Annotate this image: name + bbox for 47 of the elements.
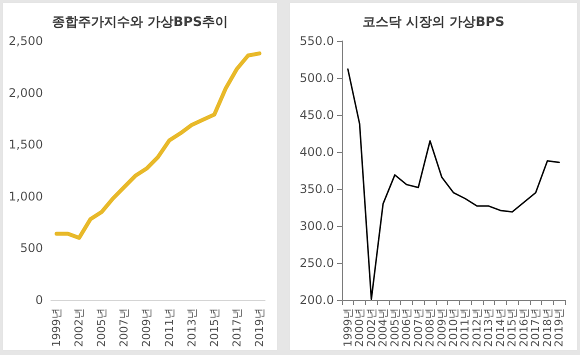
y-tick-label: 2,000 bbox=[8, 86, 43, 100]
x-tick-label: 2010년 bbox=[447, 308, 460, 347]
x-tick-label: 2014년 bbox=[494, 308, 507, 347]
y-tick-label: 200.0 bbox=[300, 293, 334, 307]
x-tick-label: 2009년 bbox=[140, 308, 154, 347]
x-tick-label: 2012년 bbox=[470, 308, 484, 347]
x-tick-label: 2019년 bbox=[552, 308, 566, 347]
x-tick-label: 2015년 bbox=[208, 308, 221, 347]
x-tick-label: 2002년 bbox=[364, 308, 378, 347]
x-tick-label: 2015년 bbox=[506, 308, 519, 347]
y-tick-label: 450.0 bbox=[300, 108, 334, 122]
y-tick-label: 2,500 bbox=[8, 34, 43, 48]
x-tick-label: 2009년 bbox=[435, 308, 448, 347]
y-tick-label: 550.0 bbox=[300, 34, 334, 48]
y-tick-label: 500 bbox=[20, 241, 43, 256]
x-tick-label: 2002년 bbox=[72, 308, 86, 347]
line-series bbox=[54, 51, 262, 240]
chart-title: 종합주가지수와 가상BPS추이 bbox=[52, 15, 228, 30]
x-tick-label: 2006년 bbox=[400, 308, 414, 347]
x-tick-label: 2013년 bbox=[185, 308, 198, 347]
y-tick-label: 300.0 bbox=[300, 219, 334, 233]
x-tick-label: 2016년 bbox=[517, 308, 530, 347]
x-tick-label: 2017년 bbox=[230, 308, 244, 347]
chart-title: 코스닥 시장의 가상BPS bbox=[362, 15, 504, 30]
x-tick-label: 2005년 bbox=[388, 308, 402, 347]
y-tick-label: 500.0 bbox=[300, 71, 334, 85]
x-tick-label: 2013년 bbox=[482, 308, 496, 347]
x-tick-label: 2000년 bbox=[353, 308, 366, 347]
y-tick-label: 0 bbox=[35, 293, 43, 307]
x-tick-label: 1999년 bbox=[341, 308, 354, 347]
y-tick-label: 1,000 bbox=[8, 189, 43, 204]
x-tick-label: 2011년 bbox=[458, 308, 472, 347]
x-tick-label: 2005년 bbox=[95, 308, 108, 347]
y-tick-label: 1,500 bbox=[8, 138, 43, 152]
line-series bbox=[347, 68, 560, 300]
x-tick-label: 1999년 bbox=[50, 308, 64, 347]
x-tick-label: 2018년 bbox=[540, 308, 554, 347]
x-tick-label: 2004년 bbox=[376, 308, 390, 347]
x-tick-label: 2017년 bbox=[529, 308, 542, 347]
y-tick-label: 400.0 bbox=[300, 145, 334, 159]
y-tick-label: 350.0 bbox=[300, 182, 334, 196]
x-tick-label: 2019년 bbox=[252, 308, 266, 347]
x-tick-label: 2008년 bbox=[424, 308, 437, 347]
x-tick-label: 2007년 bbox=[412, 308, 425, 347]
y-tick-label: 250.0 bbox=[300, 256, 334, 270]
x-tick-label: 2011년 bbox=[162, 308, 176, 347]
x-tick-label: 2007년 bbox=[118, 308, 131, 347]
